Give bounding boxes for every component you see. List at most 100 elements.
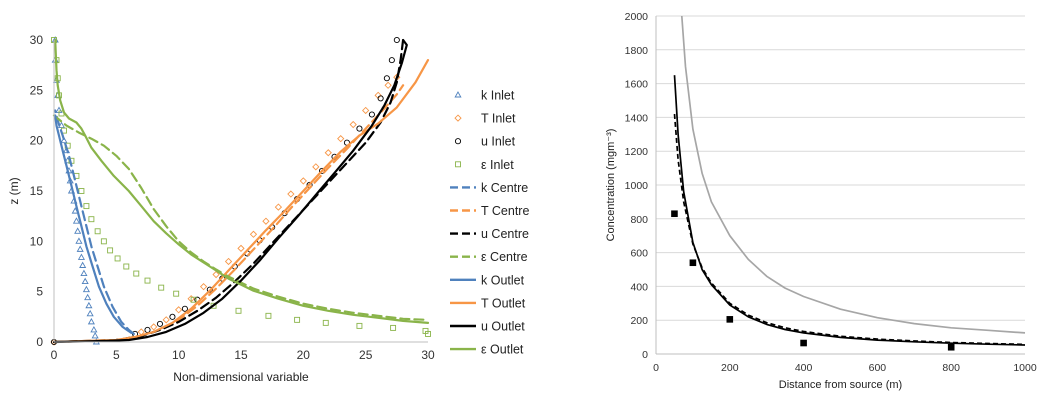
epsilon-inlet-point [235, 307, 242, 314]
concentration-y-axis-label: Concentration (mgm⁻³) [605, 129, 617, 242]
z-profile-y-axis-label: z (m) [7, 177, 21, 204]
k-inlet-point [85, 301, 93, 309]
legend-label-u-centre: u Centre [481, 227, 529, 241]
z-profile-legend: k Inlet T Inlet u Inlet ε Inlet k Centre T Ce… [450, 89, 529, 357]
legend-swatch-u-inlet [454, 138, 462, 145]
k-inlet-point [86, 309, 94, 317]
epsilon-inlet-point [144, 277, 151, 284]
u-inlet-point [377, 95, 384, 102]
u-inlet-point [156, 320, 164, 327]
k-inlet-point [90, 325, 98, 333]
y-tick-label: 1000 [625, 180, 649, 192]
y-tick-label: 1400 [625, 112, 649, 124]
y-tick-label: 200 [630, 315, 648, 327]
t-outlet-line [52, 58, 430, 344]
k-inlet-point [82, 285, 90, 293]
k-inlet-point [79, 261, 87, 268]
k-inlet-point [74, 227, 82, 234]
epsilon-inlet-point [265, 312, 272, 319]
epsilon-inlet-point [78, 188, 85, 194]
epsilon-centre-line [52, 114, 430, 321]
observed-point [947, 343, 955, 351]
concentration-marks [671, 15, 1026, 351]
epsilon-inlet-point [210, 302, 217, 309]
y-tick-label: 0 [36, 335, 43, 349]
z-profile-x-ticks: 0 5 10 15 20 25 30 [51, 348, 435, 362]
x-tick-label: 5 [113, 348, 120, 362]
k-inlet-point [84, 293, 92, 301]
k-inlet-point [76, 245, 84, 252]
y-tick-label: 800 [630, 214, 648, 226]
u-centre-line [52, 38, 405, 344]
x-tick-label: 800 [942, 362, 960, 374]
observed-point [671, 210, 678, 218]
epsilon-inlet-point [100, 238, 107, 245]
legend-label-k-centre: k Centre [481, 181, 528, 195]
dashed-curve-line [673, 113, 1026, 346]
y-tick-label: 0 [642, 349, 648, 361]
epsilon-inlet-point [390, 324, 397, 331]
t-inlet-point [175, 306, 183, 314]
legend-swatch-k-inlet [454, 91, 462, 98]
x-tick-label: 10 [172, 348, 186, 362]
concentration-gridlines [656, 15, 1025, 321]
t-inlet-point [384, 81, 392, 89]
epsilon-outlet-line [54, 38, 430, 324]
x-tick-label: 600 [869, 362, 887, 374]
epsilon-inlet-point [107, 247, 114, 254]
epsilon-inlet-point [88, 216, 95, 223]
t-inlet-point [337, 135, 345, 143]
epsilon-inlet-point [133, 270, 140, 277]
epsilon-inlet-point [322, 319, 329, 326]
y-tick-label: 25 [30, 83, 44, 97]
x-tick-label: 25 [359, 348, 373, 362]
t-inlet-point [362, 106, 370, 115]
z-profile-axes [53, 40, 428, 343]
z-profile-y-ticks: 0 5 10 15 20 25 30 [30, 33, 44, 349]
u-inlet-point [388, 57, 395, 64]
z-profile-x-axis-label: Non-dimensional variable [173, 370, 309, 384]
epsilon-inlet-point [114, 255, 121, 262]
observed-point [800, 339, 807, 347]
t-inlet-point [237, 244, 245, 253]
legend-label-t-outlet: T Outlet [481, 296, 526, 310]
legend-label-epsilon-outlet: ε Outlet [481, 343, 524, 357]
u-inlet-point [144, 326, 151, 333]
t-inlet-point [287, 190, 295, 198]
y-tick-label: 15 [30, 184, 44, 198]
k-inlet-point [60, 136, 68, 144]
y-tick-label: 5 [36, 285, 43, 299]
concentration-axes [655, 16, 1025, 355]
z-profile-marks [50, 36, 431, 346]
x-tick-label: 0 [51, 348, 58, 362]
k-inlet-point [80, 269, 88, 276]
legend-label-k-outlet: k Outlet [481, 273, 525, 287]
t-inlet-point [224, 257, 233, 266]
y-tick-label: 2000 [625, 11, 649, 23]
u-inlet-point [383, 75, 390, 82]
u-inlet-point [393, 36, 400, 44]
k-outlet-line [54, 114, 133, 334]
epsilon-inlet-point [190, 296, 197, 303]
epsilon-inlet-point [173, 290, 180, 297]
legend-label-t-centre: T Centre [481, 204, 529, 218]
y-tick-label: 600 [630, 248, 648, 260]
k-inlet-point [87, 317, 95, 325]
legend-label-u-outlet: u Outlet [481, 320, 525, 334]
k-inlet-point [81, 277, 89, 285]
epsilon-inlet-point [294, 316, 301, 323]
t-inlet-point [312, 163, 320, 171]
legend-label-epsilon-centre: ε Centre [481, 250, 528, 264]
u-inlet-point [368, 111, 375, 118]
x-tick-label: 400 [795, 362, 813, 374]
epsilon-inlet-point [356, 322, 363, 329]
u-inlet-point [356, 125, 363, 132]
legend-label-u-inlet: u Inlet [481, 135, 516, 149]
x-tick-label: 200 [721, 362, 739, 374]
t-inlet-point [150, 323, 158, 331]
legend-label-epsilon-inlet: ε Inlet [481, 158, 514, 172]
concentration-x-axis-label: Distance from source (m) [779, 379, 902, 391]
solid-curve-line [673, 75, 1026, 346]
concentration-chart: 0 200 400 600 800 1000 0 200 400 600 800… [605, 11, 1037, 391]
u-outlet-line [52, 38, 408, 344]
